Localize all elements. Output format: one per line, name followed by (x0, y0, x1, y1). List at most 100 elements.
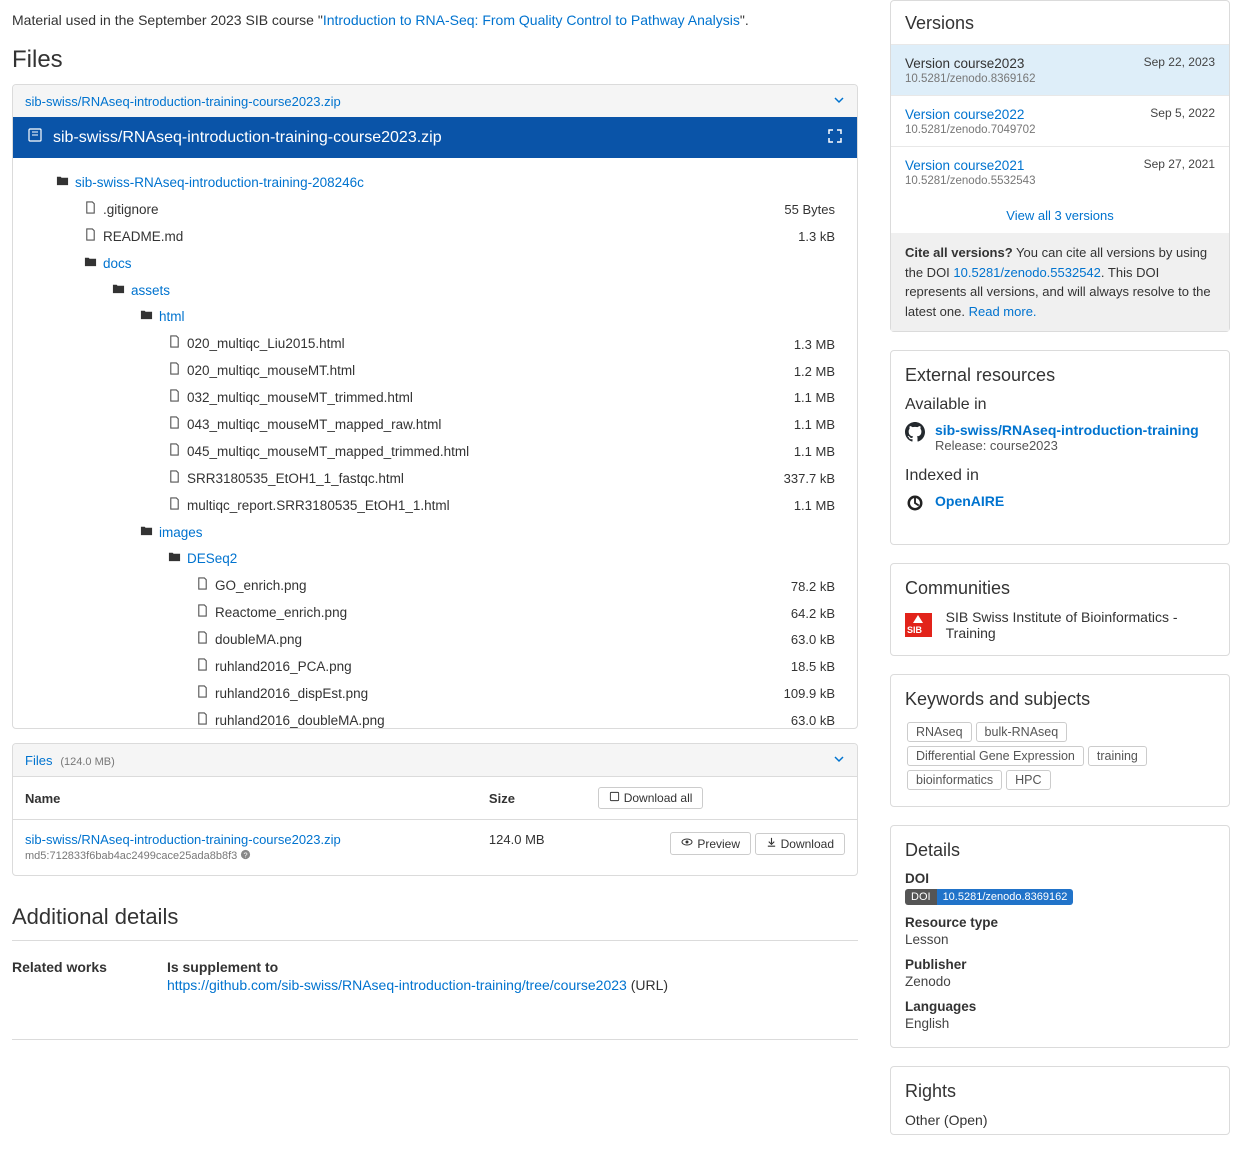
file-size: 63.0 kB (791, 712, 835, 728)
tree-row[interactable]: html (13, 304, 857, 331)
folder-name[interactable]: html (159, 308, 185, 327)
file-icon (167, 389, 181, 408)
view-all-versions[interactable]: View all 3 versions (1006, 208, 1113, 223)
supplement-label: Is supplement to (167, 959, 668, 975)
archive-icon (27, 127, 43, 148)
cite-doi-link[interactable]: 10.5281/zenodo.5532542 (953, 265, 1100, 280)
file-size: 1.3 MB (794, 336, 835, 354)
file-icon (167, 470, 181, 489)
community-name: SIB Swiss Institute of Bioinformatics - … (946, 609, 1215, 641)
version-title: Version course2022 (905, 107, 1024, 122)
doi-badge[interactable]: DOI10.5281/zenodo.8369162 (905, 889, 1073, 905)
keyword-tag[interactable]: training (1088, 746, 1147, 766)
preview-button[interactable]: Preview (670, 832, 751, 855)
tree-row[interactable]: multiqc_report.SRR3180535_EtOH1_1.html1.… (13, 493, 857, 520)
tree-row[interactable]: 043_multiqc_mouseMT_mapped_raw.html1.1 M… (13, 412, 857, 439)
folder-name[interactable]: images (159, 524, 203, 543)
tree-row[interactable]: images (13, 520, 857, 547)
tree-row[interactable]: SRR3180535_EtOH1_1_fastqc.html337.7 kB (13, 466, 857, 493)
chevron-down-icon (833, 752, 845, 768)
supplement-url[interactable]: https://github.com/sib-swiss/RNAseq-intr… (167, 977, 627, 993)
tree-row[interactable]: 045_multiqc_mouseMT_mapped_trimmed.html1… (13, 439, 857, 466)
version-item[interactable]: Version course202110.5281/zenodo.5532543… (891, 146, 1229, 197)
versions-title: Versions (891, 1, 1229, 34)
file-icon (195, 658, 209, 677)
folder-icon (139, 524, 153, 543)
github-link[interactable]: sib-swiss/RNAseq-introduction-training (935, 422, 1199, 438)
file-size: 109.9 kB (784, 685, 835, 703)
version-item[interactable]: Version course202310.5281/zenodo.8369162… (891, 44, 1229, 95)
keyword-tag[interactable]: bulk-RNAseq (976, 722, 1068, 742)
folder-name[interactable]: sib-swiss-RNAseq-introduction-training-2… (75, 174, 364, 193)
fullscreen-icon[interactable] (827, 128, 843, 147)
resource-type-label: Resource type (905, 915, 1215, 930)
tree-row[interactable]: ruhland2016_dispEst.png109.9 kB (13, 681, 857, 708)
tree-row[interactable]: Reactome_enrich.png64.2 kB (13, 600, 857, 627)
file-name: ruhland2016_doubleMA.png (215, 712, 385, 728)
rights-title: Rights (905, 1081, 1215, 1102)
keyword-tag[interactable]: RNAseq (907, 722, 972, 742)
file-name: .gitignore (103, 201, 159, 220)
languages-label: Languages (905, 999, 1215, 1014)
file-size: 18.5 kB (791, 658, 835, 676)
publisher-label: Publisher (905, 957, 1215, 972)
read-more-link[interactable]: Read more. (969, 304, 1037, 319)
file-icon (195, 685, 209, 704)
folder-name[interactable]: docs (103, 255, 132, 274)
cite-versions-note: Cite all versions? You can cite all vers… (891, 233, 1229, 331)
file-size: 63.0 kB (791, 631, 835, 649)
keyword-tag[interactable]: Differential Gene Expression (907, 746, 1084, 766)
folder-name[interactable]: DESeq2 (187, 550, 237, 569)
folder-icon (111, 282, 125, 301)
tree-row[interactable]: assets (13, 278, 857, 305)
download-all-button[interactable]: Download all (598, 787, 704, 809)
tree-row[interactable]: 020_multiqc_mouseMT.html1.2 MB (13, 358, 857, 385)
zip-header[interactable]: sib-swiss/RNAseq-introduction-training-c… (13, 85, 857, 117)
file-icon (167, 335, 181, 354)
tree-row[interactable]: doubleMA.png63.0 kB (13, 627, 857, 654)
file-name-link[interactable]: sib-swiss/RNAseq-introduction-training-c… (25, 832, 341, 847)
folder-name[interactable]: assets (131, 282, 170, 301)
keyword-tag[interactable]: HPC (1006, 770, 1050, 790)
tree-row[interactable]: 020_multiqc_Liu2015.html1.3 MB (13, 331, 857, 358)
course-link[interactable]: Introduction to RNA-Seq: From Quality Co… (323, 12, 740, 28)
divider (12, 940, 858, 941)
zip-header-link[interactable]: sib-swiss/RNAseq-introduction-training-c… (25, 94, 341, 109)
tree-row[interactable]: docs (13, 251, 857, 278)
version-date: Sep 22, 2023 (1144, 55, 1215, 69)
tree-row[interactable]: ruhland2016_PCA.png18.5 kB (13, 654, 857, 681)
file-name: 043_multiqc_mouseMT_mapped_raw.html (187, 416, 441, 435)
related-works-label: Related works (12, 959, 107, 1011)
help-icon[interactable]: ? (240, 849, 251, 863)
file-name: GO_enrich.png (215, 577, 307, 596)
file-tree[interactable]: sib-swiss-RNAseq-introduction-training-2… (13, 158, 857, 728)
tree-row[interactable]: sib-swiss-RNAseq-introduction-training-2… (13, 170, 857, 197)
tree-row[interactable]: .gitignore55 Bytes (13, 197, 857, 224)
tree-row[interactable]: GO_enrich.png78.2 kB (13, 573, 857, 600)
tree-row[interactable]: ruhland2016_doubleMA.png 63.0 kB (13, 708, 857, 728)
tree-row[interactable]: 032_multiqc_mouseMT_trimmed.html 1.1 MB (13, 385, 857, 412)
keyword-tag[interactable]: bioinformatics (907, 770, 1002, 790)
file-icon (195, 577, 209, 596)
file-size: 1.2 MB (794, 363, 835, 381)
files-table-toggle[interactable]: Files (124.0 MB) (13, 744, 857, 777)
github-release: Release: course2023 (935, 438, 1199, 453)
files-label[interactable]: Files (25, 753, 52, 768)
download-button[interactable]: Download (755, 833, 845, 855)
file-md5: md5:712833f6bab4ac2499cace25ada8b8f3 ? (25, 849, 465, 863)
file-size: 1.3 kB (798, 228, 835, 246)
communities-title: Communities (905, 578, 1215, 599)
tree-row[interactable]: DESeq2 (13, 546, 857, 573)
communities-panel: Communities SIB SIB Swiss Institute of B… (890, 563, 1230, 656)
file-name: 032_multiqc_mouseMT_trimmed.html (187, 389, 413, 408)
file-icon (83, 201, 97, 220)
tree-row[interactable]: README.md1.3 kB (13, 224, 857, 251)
openaire-icon (905, 493, 925, 516)
file-row: sib-swiss/RNAseq-introduction-training-c… (13, 820, 857, 876)
file-size: 337.7 kB (784, 470, 835, 488)
version-date: Sep 27, 2021 (1144, 157, 1215, 171)
details-panel: Details DOI DOI10.5281/zenodo.8369162 Re… (890, 825, 1230, 1048)
version-item[interactable]: Version course202210.5281/zenodo.7049702… (891, 95, 1229, 146)
file-size: 1.1 MB (794, 389, 835, 407)
openaire-link[interactable]: OpenAIRE (935, 493, 1004, 509)
